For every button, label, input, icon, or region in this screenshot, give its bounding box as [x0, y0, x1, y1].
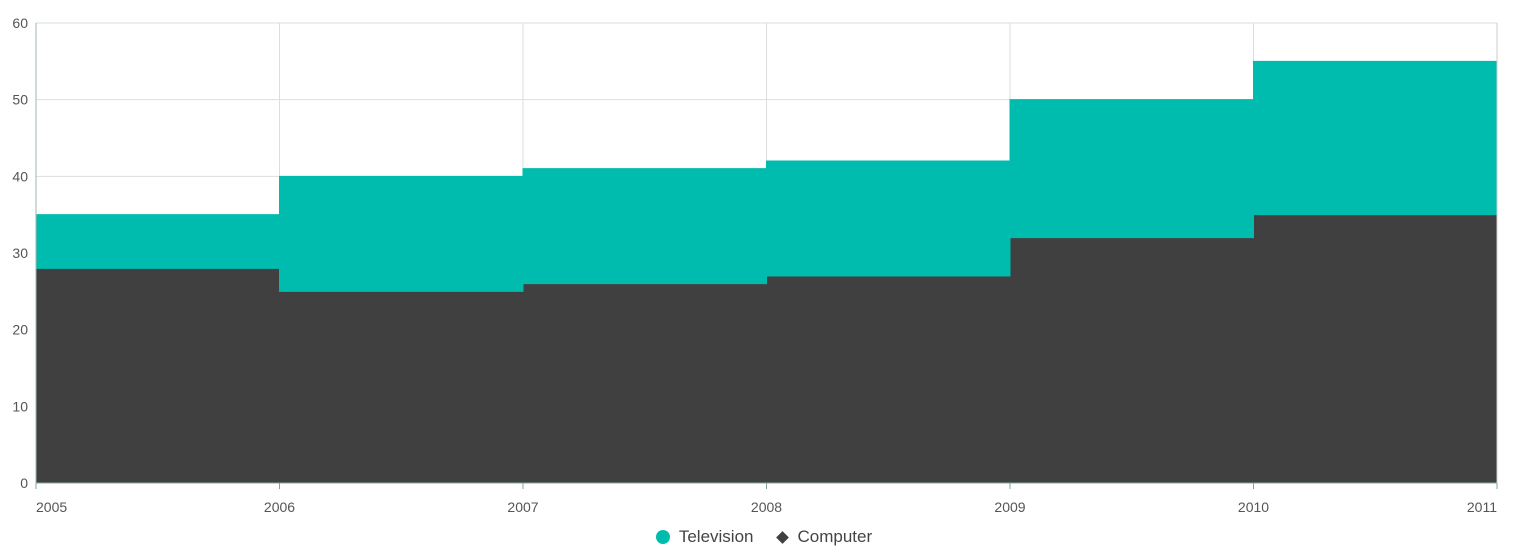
y-tick-label: 10 — [12, 398, 28, 414]
axis-layer: 0 10 20 30 40 50 60 2005 2006 2007 2008 2009 2010 201… — [12, 15, 1498, 515]
y-tick-label: 40 — [12, 168, 28, 184]
x-tick-label: 2009 — [994, 499, 1025, 515]
x-tick-label: 2007 — [507, 499, 538, 515]
legend-item-computer[interactable]: Computer — [775, 527, 873, 547]
x-tick-label: 2011 — [1467, 499, 1497, 515]
y-tick-label: 0 — [20, 475, 28, 491]
y-tick-label: 60 — [12, 15, 28, 31]
y-tick-label: 50 — [12, 92, 28, 108]
legend-marker-television — [655, 530, 670, 544]
stacked-step-area-chart: 0 10 20 30 40 50 60 2005 2006 2007 2008 2009 2010 201… — [12, 15, 1498, 515]
x-tick-label: 2008 — [751, 499, 782, 515]
x-tick-label: 2005 — [36, 499, 67, 515]
legend-label-television: Television — [678, 527, 754, 546]
y-tick-label: 20 — [12, 322, 28, 338]
y-tick-label: 30 — [12, 245, 28, 261]
x-tick-label: 2006 — [264, 499, 295, 515]
x-tick-label: 2010 — [1238, 499, 1269, 515]
legend: Television Computer — [0, 527, 1528, 547]
legend-item-television[interactable]: Television — [655, 527, 754, 547]
legend-label-computer: Computer — [797, 527, 873, 546]
legend-marker-computer — [775, 530, 789, 544]
